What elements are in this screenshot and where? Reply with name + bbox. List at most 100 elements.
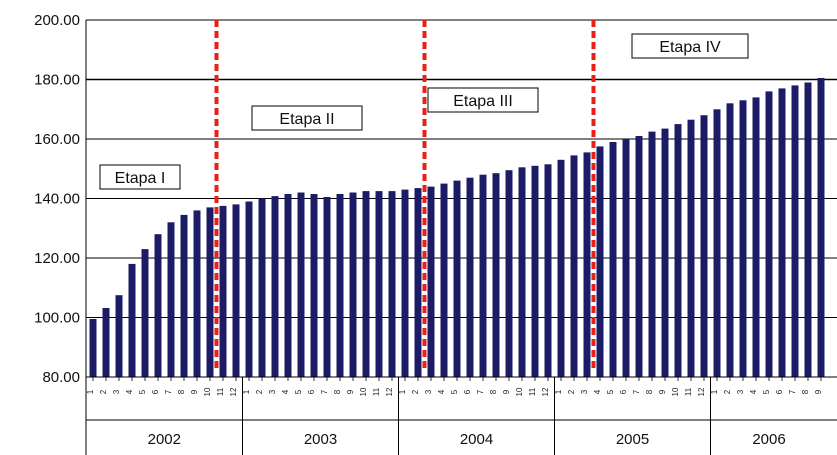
month-label-2006-1: 1 bbox=[710, 389, 719, 394]
month-label-2005-7: 7 bbox=[632, 389, 641, 394]
bar-53 bbox=[778, 88, 786, 378]
month-label-2003-3: 3 bbox=[268, 389, 277, 394]
month-label-2002-3: 3 bbox=[112, 389, 121, 394]
y-tick-label-160.00: 160.00 bbox=[34, 131, 80, 148]
month-label-2002-11: 11 bbox=[216, 387, 225, 396]
month-label-2002-12: 12 bbox=[229, 387, 238, 396]
y-tick-label-200.00: 200.00 bbox=[34, 12, 80, 29]
bar-17 bbox=[310, 194, 318, 377]
month-label-2004-3: 3 bbox=[424, 389, 433, 394]
stage-label-2: Etapa II bbox=[251, 105, 363, 131]
stage-text-4: Etapa IV bbox=[659, 39, 721, 56]
bar-20 bbox=[349, 192, 357, 377]
bar-56 bbox=[817, 78, 825, 377]
bar-7 bbox=[180, 214, 188, 377]
bar-35 bbox=[544, 164, 552, 377]
bar-34 bbox=[531, 165, 539, 377]
month-label-2006-7: 7 bbox=[788, 389, 797, 394]
stage-text-3: Etapa III bbox=[453, 93, 513, 110]
bar-52 bbox=[765, 91, 773, 378]
stage-label-1: Etapa I bbox=[99, 164, 181, 190]
stage-box-1 bbox=[99, 164, 181, 190]
stage-box-4 bbox=[631, 33, 749, 59]
month-label-2004-9: 9 bbox=[502, 389, 511, 394]
stage-box-2 bbox=[251, 105, 363, 131]
year-label-2006: 2006 bbox=[752, 431, 785, 448]
month-label-2002-6: 6 bbox=[151, 389, 160, 394]
year-label-2004: 2004 bbox=[460, 431, 493, 448]
bar-24 bbox=[401, 189, 409, 377]
bar-16 bbox=[297, 192, 305, 377]
month-label-2006-2: 2 bbox=[723, 389, 732, 394]
month-label-2004-1: 1 bbox=[398, 389, 407, 394]
bar-43 bbox=[648, 131, 656, 377]
bar-12 bbox=[245, 201, 253, 377]
bar-14 bbox=[271, 196, 279, 377]
bar-33 bbox=[518, 167, 526, 377]
bar-0 bbox=[89, 319, 97, 377]
bar-29 bbox=[466, 177, 474, 377]
bar-54 bbox=[791, 85, 799, 378]
y-tick-label-180.00: 180.00 bbox=[34, 72, 80, 89]
month-label-2002-8: 8 bbox=[177, 389, 186, 394]
month-label-2004-6: 6 bbox=[463, 389, 472, 394]
bar-22 bbox=[375, 191, 383, 377]
bar-18 bbox=[323, 197, 331, 377]
bar-38 bbox=[583, 152, 591, 377]
bar-40 bbox=[609, 142, 617, 377]
month-label-2004-7: 7 bbox=[476, 389, 485, 394]
month-label-2006-4: 4 bbox=[749, 389, 758, 394]
year-label-2003: 2003 bbox=[304, 431, 337, 448]
year-label-2002: 2002 bbox=[148, 431, 181, 448]
bars bbox=[89, 78, 825, 378]
month-label-2004-12: 12 bbox=[541, 387, 550, 396]
bar-48 bbox=[713, 109, 721, 378]
month-label-2003-4: 4 bbox=[281, 389, 290, 394]
bar-49 bbox=[726, 103, 734, 378]
stage-box-3 bbox=[427, 87, 539, 113]
month-label-2004-5: 5 bbox=[450, 389, 459, 394]
bar-55 bbox=[804, 82, 812, 377]
stage-text-2: Etapa II bbox=[279, 111, 334, 128]
month-label-2006-9: 9 bbox=[814, 389, 823, 394]
y-tick-label-80.00: 80.00 bbox=[42, 369, 80, 386]
month-label-2004-2: 2 bbox=[411, 389, 420, 394]
month-label-2005-9: 9 bbox=[658, 389, 667, 394]
bar-1 bbox=[102, 308, 110, 377]
month-label-2002-9: 9 bbox=[190, 389, 199, 394]
bar-10 bbox=[219, 205, 227, 377]
month-label-2003-6: 6 bbox=[307, 389, 316, 394]
month-label-2002-1: 1 bbox=[86, 389, 95, 394]
month-label-2002-5: 5 bbox=[138, 389, 147, 394]
month-label-2002-2: 2 bbox=[99, 389, 108, 394]
bar-47 bbox=[700, 115, 708, 377]
month-label-2005-6: 6 bbox=[619, 389, 628, 394]
month-label-2005-12: 12 bbox=[697, 387, 706, 396]
month-label-2003-8: 8 bbox=[333, 389, 342, 394]
stage-text-1: Etapa I bbox=[115, 170, 166, 187]
bar-25 bbox=[414, 188, 422, 377]
month-label-2003-10: 10 bbox=[359, 387, 368, 396]
month-label-2005-2: 2 bbox=[567, 389, 576, 394]
bar-9 bbox=[206, 207, 214, 377]
bar-42 bbox=[635, 136, 643, 377]
bar-39 bbox=[596, 146, 604, 377]
month-label-2006-3: 3 bbox=[736, 389, 745, 394]
bar-5 bbox=[154, 234, 162, 377]
bar-37 bbox=[570, 155, 578, 377]
month-label-2006-5: 5 bbox=[762, 389, 771, 394]
month-label-2003-5: 5 bbox=[294, 389, 303, 394]
bar-4 bbox=[141, 249, 149, 377]
y-tick-label-120.00: 120.00 bbox=[34, 250, 80, 267]
month-label-2003-11: 11 bbox=[372, 387, 381, 396]
y-tick-label-140.00: 140.00 bbox=[34, 191, 80, 208]
bar-41 bbox=[622, 139, 630, 377]
bar-28 bbox=[453, 180, 461, 377]
stage-label-3: Etapa III bbox=[427, 87, 539, 113]
month-label-2006-8: 8 bbox=[801, 389, 810, 394]
month-label-2004-10: 10 bbox=[515, 387, 524, 396]
bar-45 bbox=[674, 124, 682, 377]
month-label-2003-1: 1 bbox=[242, 389, 251, 394]
